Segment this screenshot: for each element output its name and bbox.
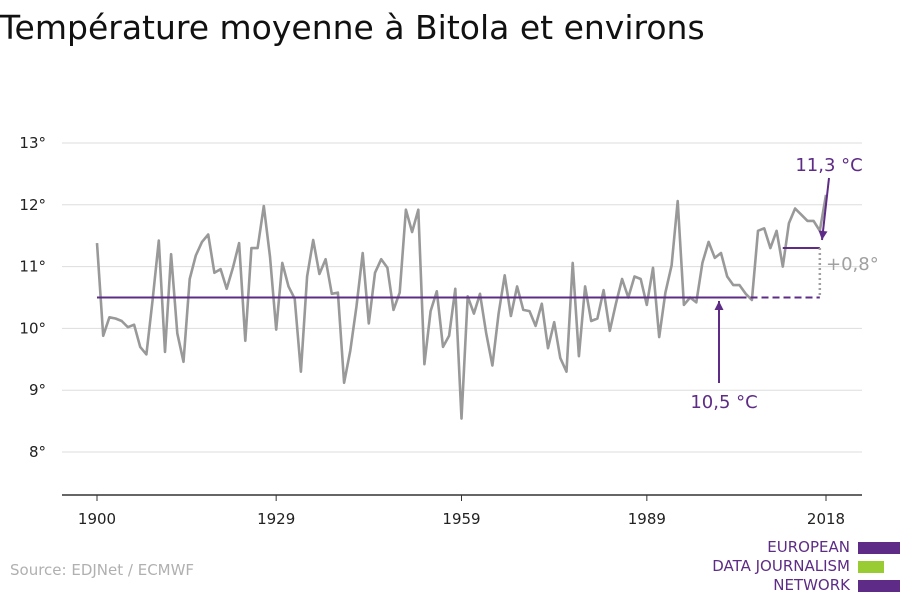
chart-title: Température moyenne à Bitola et environs (0, 8, 705, 47)
series-layer (95, 194, 828, 420)
x-tick-label: 1959 (442, 510, 480, 528)
y-tick-label: 8° (29, 443, 46, 461)
recent-label-arrow (821, 177, 830, 241)
logo-bar-1 (858, 542, 900, 554)
reference-lines (97, 247, 822, 299)
x-tick-label: 2018 (807, 510, 845, 528)
source-note: Source: EDJNet / ECMWF (10, 561, 195, 579)
axes: 8° 9° 10° 11° 12° 13° 1900 1929 1959 1989 2018 (19, 134, 862, 528)
logo-line-2: DATA JOURNALISM (712, 557, 850, 575)
y-tick-label: 12° (19, 196, 46, 214)
baseline-value-label: 10,5 °C (690, 392, 757, 413)
logo-line-1: EUROPEAN (767, 538, 850, 556)
x-tick-label: 1929 (257, 510, 295, 528)
y-tick-label: 9° (29, 381, 46, 399)
x-tick-label: 1900 (78, 510, 116, 528)
logo-line-3: NETWORK (773, 576, 850, 594)
y-tick-label: 10° (19, 319, 46, 337)
edjnet-logo: EUROPEAN DATA JOURNALISM NETWORK (700, 538, 900, 600)
difference-label: +0,8° (826, 254, 879, 275)
recent-value-label: 11,3 °C (795, 155, 862, 176)
temperature-line (95, 194, 828, 420)
y-tick-label: 13° (19, 134, 46, 152)
annotations: 11,3 °C 10,5 °C +0,8° (690, 155, 878, 413)
logo-bar-2 (858, 561, 884, 573)
y-tick-label: 11° (19, 258, 46, 276)
logo-bar-3 (858, 580, 900, 592)
baseline-label-arrow-head (714, 301, 724, 310)
x-tick-label: 1989 (628, 510, 666, 528)
recent-label-arrow-head (818, 230, 828, 240)
